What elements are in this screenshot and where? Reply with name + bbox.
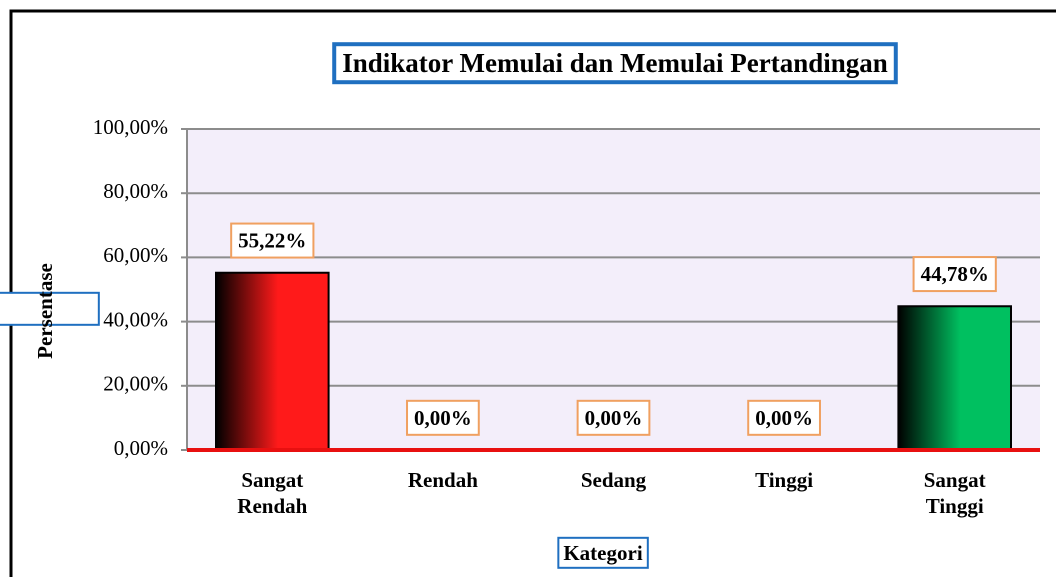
- y-tick-label: 100,00%: [93, 115, 168, 139]
- y-tick-label: 20,00%: [103, 372, 168, 396]
- data-label-box: [230, 222, 315, 259]
- x-axis-label: Kategori: [563, 541, 642, 565]
- x-tick-label: Sangat Rendah: [237, 468, 308, 518]
- x-tick-label: Tinggi: [755, 468, 814, 492]
- bar: [215, 271, 330, 451]
- data-label-box: [747, 399, 821, 436]
- x-tick-label-box: Sedang: [580, 468, 647, 492]
- data-label: 0,00%: [585, 406, 643, 430]
- bar: [897, 305, 1012, 451]
- y-tick-label: 60,00%: [103, 243, 168, 267]
- data-label-box: [576, 399, 651, 436]
- x-tick-label-box: Sangat Rendah: [237, 468, 308, 518]
- title-box: [332, 42, 898, 85]
- y-tick-label: 40,00%: [103, 307, 168, 331]
- data-label: 44,78%: [921, 262, 989, 286]
- data-label-box: [912, 256, 997, 293]
- x-tick-label: Rendah: [407, 468, 478, 492]
- chart-title: Indikator Memulai dan Memulai Pertanding…: [342, 48, 888, 78]
- x-tick-label-box: Tinggi: [755, 468, 814, 492]
- x-tick-label-box: Sangat Tinggi: [923, 468, 986, 518]
- x-tick-label: Sangat Tinggi: [923, 468, 986, 518]
- x-label-box: [557, 536, 649, 569]
- x-tick-label-box: Rendah: [407, 468, 478, 492]
- y-tick-label: 80,00%: [103, 179, 168, 203]
- data-label: 0,00%: [414, 406, 472, 430]
- data-label: 0,00%: [755, 406, 813, 430]
- y-tick-label: 0,00%: [114, 436, 168, 460]
- data-label-box: [406, 399, 480, 436]
- x-tick-label: Sedang: [580, 468, 647, 492]
- data-label: 55,22%: [238, 229, 306, 253]
- y-axis-label: Persentase: [33, 263, 57, 359]
- y-label-box: [0, 291, 100, 326]
